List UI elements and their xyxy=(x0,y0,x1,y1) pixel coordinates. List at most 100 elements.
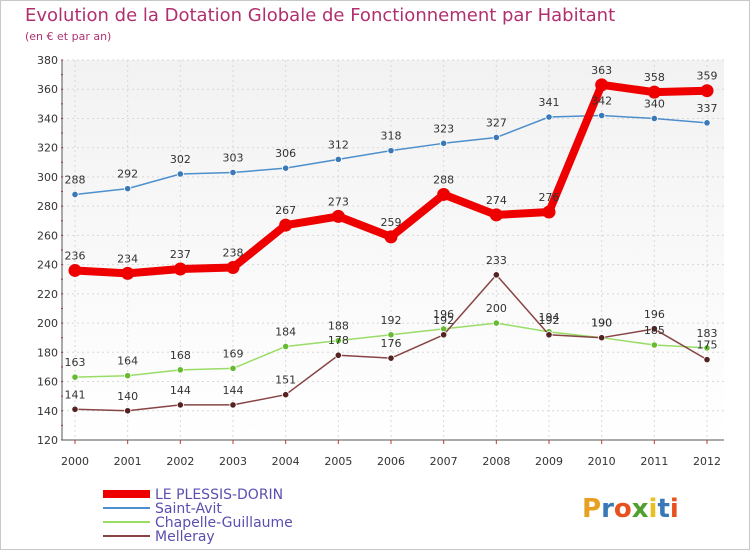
x-tick-label: 2003 xyxy=(219,455,247,468)
data-label-le-plessis-dorin: 358 xyxy=(644,71,665,84)
data-point-saint-avit xyxy=(176,170,184,178)
data-label-melleray: 140 xyxy=(117,390,138,403)
data-label-melleray: 192 xyxy=(539,314,560,327)
logo-letter: x xyxy=(632,494,649,524)
data-label-le-plessis-dorin: 359 xyxy=(697,70,718,83)
y-tick-label: 300 xyxy=(37,171,58,184)
data-label-saint-avit: 318 xyxy=(381,130,402,143)
data-label-chapelle-guillaume: 163 xyxy=(65,356,86,369)
data-point-chapelle-guillaume xyxy=(334,337,342,345)
legend-label-melleray: Melleray xyxy=(155,529,215,545)
data-point-saint-avit xyxy=(387,147,395,155)
data-label-le-plessis-dorin: 274 xyxy=(486,194,507,207)
data-label-le-plessis-dorin: 259 xyxy=(381,216,402,229)
data-label-saint-avit: 292 xyxy=(117,168,138,181)
data-point-melleray xyxy=(703,356,711,364)
data-point-le-plessis-dorin xyxy=(384,230,398,244)
data-label-chapelle-guillaume: 184 xyxy=(275,325,296,338)
data-label-chapelle-guillaume: 185 xyxy=(644,324,665,337)
data-point-melleray xyxy=(492,271,500,279)
data-point-saint-avit xyxy=(282,164,290,172)
data-point-chapelle-guillaume xyxy=(282,342,290,351)
axes: 120 140 160 180 200 220 240 260 280 300 320 340 360 3… xyxy=(37,54,724,468)
y-tick-label: 220 xyxy=(37,288,58,301)
data-point-saint-avit xyxy=(545,113,553,121)
logo-letter: i xyxy=(670,494,679,524)
data-point-le-plessis-dorin xyxy=(279,218,293,232)
data-label-saint-avit: 288 xyxy=(65,173,86,186)
x-tick-label: 2012 xyxy=(693,455,721,468)
data-label-le-plessis-dorin: 276 xyxy=(539,191,560,204)
data-label-chapelle-guillaume: 168 xyxy=(170,349,191,362)
data-label-saint-avit: 302 xyxy=(170,153,191,166)
data-label-saint-avit: 303 xyxy=(223,152,244,165)
data-label-melleray: 192 xyxy=(433,314,454,327)
data-point-melleray xyxy=(598,334,606,342)
chart-title: Evolution de la Dotation Globale de Fonc… xyxy=(25,5,615,26)
data-label-chapelle-guillaume: 196 xyxy=(433,308,454,321)
data-label-melleray: 178 xyxy=(328,334,349,347)
x-tick-label: 2009 xyxy=(535,455,563,468)
data-point-melleray xyxy=(440,331,448,339)
plot-background xyxy=(62,60,724,440)
data-label-chapelle-guillaume: 190 xyxy=(591,317,612,330)
data-label-chapelle-guillaume: 183 xyxy=(697,327,718,340)
x-tick-label: 2004 xyxy=(272,455,300,468)
y-tick-label: 240 xyxy=(37,259,58,272)
data-labels: 288 292 302 303 306 312 318 323 327 341 342 340 337 1… xyxy=(65,64,718,403)
data-label-le-plessis-dorin: 273 xyxy=(328,195,349,208)
data-point-le-plessis-dorin xyxy=(173,262,187,276)
data-point-chapelle-guillaume xyxy=(703,344,711,352)
data-label-chapelle-guillaume: 164 xyxy=(117,355,138,368)
data-label-melleray: 151 xyxy=(275,374,296,387)
data-point-melleray xyxy=(650,325,658,333)
data-label-le-plessis-dorin: 236 xyxy=(65,249,86,262)
data-point-chapelle-guillaume xyxy=(650,341,658,349)
logo-letter: o xyxy=(614,494,632,524)
data-point-melleray xyxy=(229,401,237,409)
data-point-saint-avit xyxy=(703,119,711,127)
logo-letter: r xyxy=(601,494,614,524)
data-label-melleray: 144 xyxy=(170,384,191,397)
data-point-saint-avit xyxy=(440,139,448,147)
data-point-chapelle-guillaume xyxy=(492,319,500,327)
data-label-saint-avit: 341 xyxy=(539,96,560,109)
data-point-saint-avit xyxy=(334,155,342,163)
legend-label-chapelle-guillaume: Chapelle-Guillaume xyxy=(155,515,293,531)
data-point-le-plessis-dorin xyxy=(542,205,556,219)
y-tick-label: 160 xyxy=(37,376,58,389)
x-tick-label: 2008 xyxy=(482,455,510,468)
chart-subtitle: (en € et par an) xyxy=(25,30,111,43)
data-label-saint-avit: 342 xyxy=(591,95,612,108)
y-tick-label: 380 xyxy=(37,54,58,67)
legend-label-saint-avit: Saint-Avit xyxy=(155,501,222,517)
y-tick-label: 180 xyxy=(37,346,58,359)
data-label-melleray: 176 xyxy=(381,337,402,350)
data-label-chapelle-guillaume: 194 xyxy=(539,311,560,324)
data-label-melleray: 144 xyxy=(223,384,244,397)
series-melleray xyxy=(71,271,711,415)
x-tick-label: 2007 xyxy=(430,455,458,468)
data-point-saint-avit xyxy=(598,111,606,120)
data-label-saint-avit: 306 xyxy=(275,147,296,160)
series-layer xyxy=(68,78,714,415)
data-point-le-plessis-dorin xyxy=(121,266,135,280)
y-tick-label: 280 xyxy=(37,200,58,213)
data-label-melleray: 233 xyxy=(486,254,507,267)
x-tick-label: 2011 xyxy=(640,455,668,468)
data-label-chapelle-guillaume: 169 xyxy=(223,347,244,360)
y-tick-label: 140 xyxy=(37,405,58,418)
data-point-le-plessis-dorin xyxy=(437,187,451,201)
grid xyxy=(62,59,724,441)
data-label-chapelle-guillaume: 188 xyxy=(328,320,349,333)
y-tick-label: 260 xyxy=(37,229,58,242)
data-label-le-plessis-dorin: 234 xyxy=(117,252,138,265)
data-label-chapelle-guillaume: 200 xyxy=(486,302,507,315)
x-tick-label: 2006 xyxy=(377,455,405,468)
data-point-le-plessis-dorin xyxy=(700,84,714,98)
y-tick-label: 320 xyxy=(37,142,58,155)
data-point-chapelle-guillaume xyxy=(71,373,79,381)
data-point-saint-avit xyxy=(229,168,237,177)
